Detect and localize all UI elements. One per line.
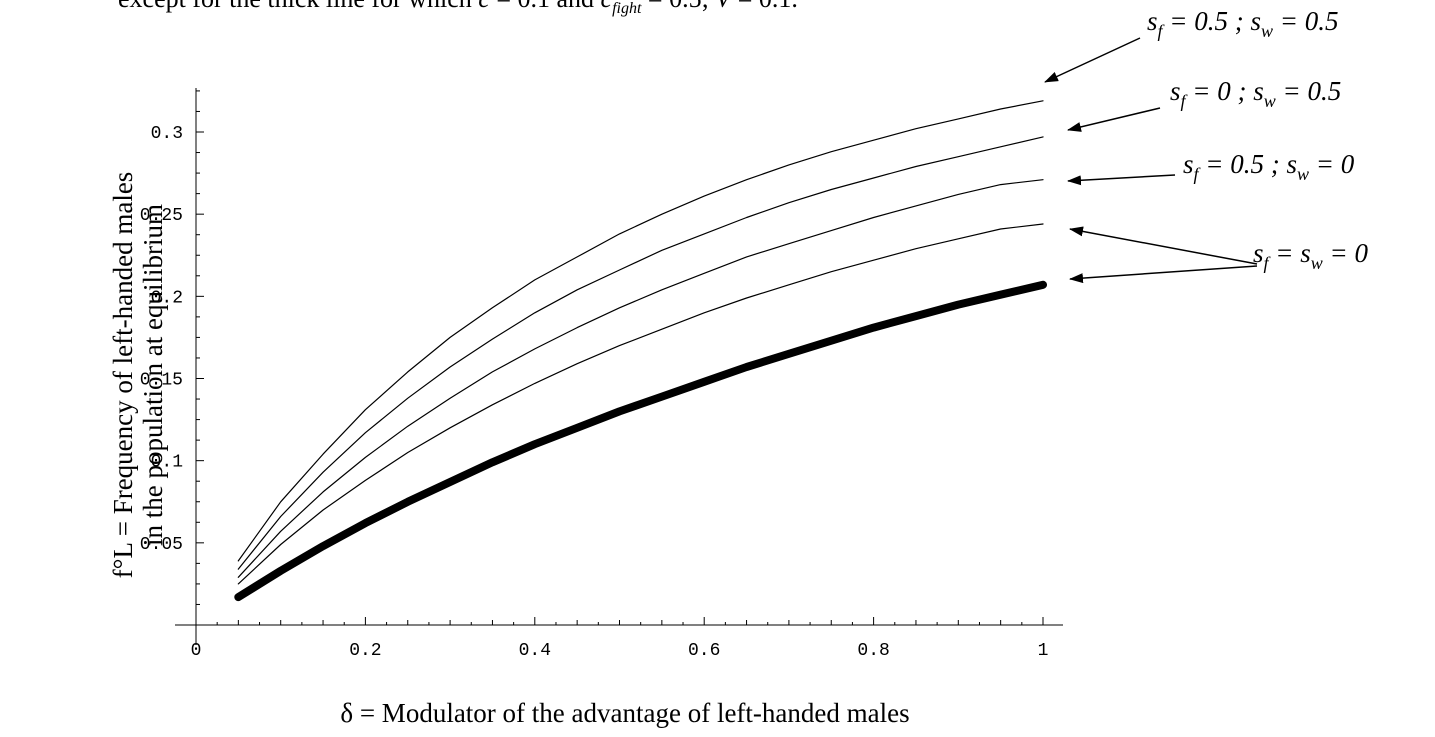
y-tick-label: 0.25	[140, 206, 183, 226]
x-tick-label: 0.8	[857, 641, 889, 661]
x-tick-label: 0.6	[688, 641, 720, 661]
caption-eq1: = 0.1 and	[490, 0, 601, 13]
y-tick-label: 0.05	[140, 535, 183, 555]
annotation-arrow	[1067, 107, 1161, 132]
y-tick-label: 0.15	[140, 371, 183, 391]
series-line-3	[237, 179, 1044, 578]
annotation-arrow	[1069, 226, 1258, 265]
annotation-arrow	[1067, 174, 1176, 186]
series-line-2	[237, 136, 1044, 570]
annotation-arrow	[1069, 265, 1258, 284]
annotations: sf = 0.5 ; sw = 0.5 sf = 0 ; sw = 0.5 sf =…	[1044, 6, 1369, 284]
x-axis-label: δ = Modulator of the advantage of left-h…	[340, 698, 909, 728]
thick-series-line	[234, 280, 1047, 602]
y-axis-label-line2: in the population at equilibrium	[138, 204, 168, 546]
annotation-arrow	[1044, 37, 1141, 83]
x-tick-label: 0.2	[349, 641, 381, 661]
figure-caption: except for the thick line for which c = …	[118, 0, 798, 18]
y-axis-label-line1: f°L = Frequency of left-handed males	[108, 172, 138, 579]
x-tick-label: 1	[1038, 641, 1049, 661]
annotation-label: sf = sw = 0	[1253, 238, 1369, 273]
series-line-4	[237, 223, 1044, 585]
caption-eq2: = 0.5;	[641, 0, 715, 13]
caption-c-symbol: c	[478, 0, 490, 13]
caption-v-symbol: V	[715, 0, 731, 13]
annotation-label: sf = 0.5 ; sw = 0.5	[1147, 6, 1339, 41]
y-tick-label: 0.3	[151, 124, 183, 144]
caption-cfight-symbol: c	[601, 0, 613, 13]
annotation-label: sf = 0.5 ; sw = 0	[1183, 149, 1355, 184]
series-group	[234, 100, 1047, 602]
annotation-label: sf = 0 ; sw = 0.5	[1170, 76, 1341, 111]
caption-prefix: except for the thick line for which	[118, 0, 478, 13]
caption-eq3: = 0.1.	[731, 0, 798, 13]
y-tick-label: 0.1	[151, 453, 183, 473]
x-tick-label: 0	[191, 641, 202, 661]
caption-cfight-subscript: fight	[612, 0, 642, 18]
y-tick-label: 0.2	[151, 288, 183, 308]
x-tick-label: 0.4	[519, 641, 551, 661]
ticks: 0 0.2 0.4 0.6 0.8 1 0.05 0.1 0.15 0.2 0.25 0.3	[140, 90, 1049, 661]
series-line-1	[237, 100, 1044, 562]
axes	[175, 88, 1063, 645]
